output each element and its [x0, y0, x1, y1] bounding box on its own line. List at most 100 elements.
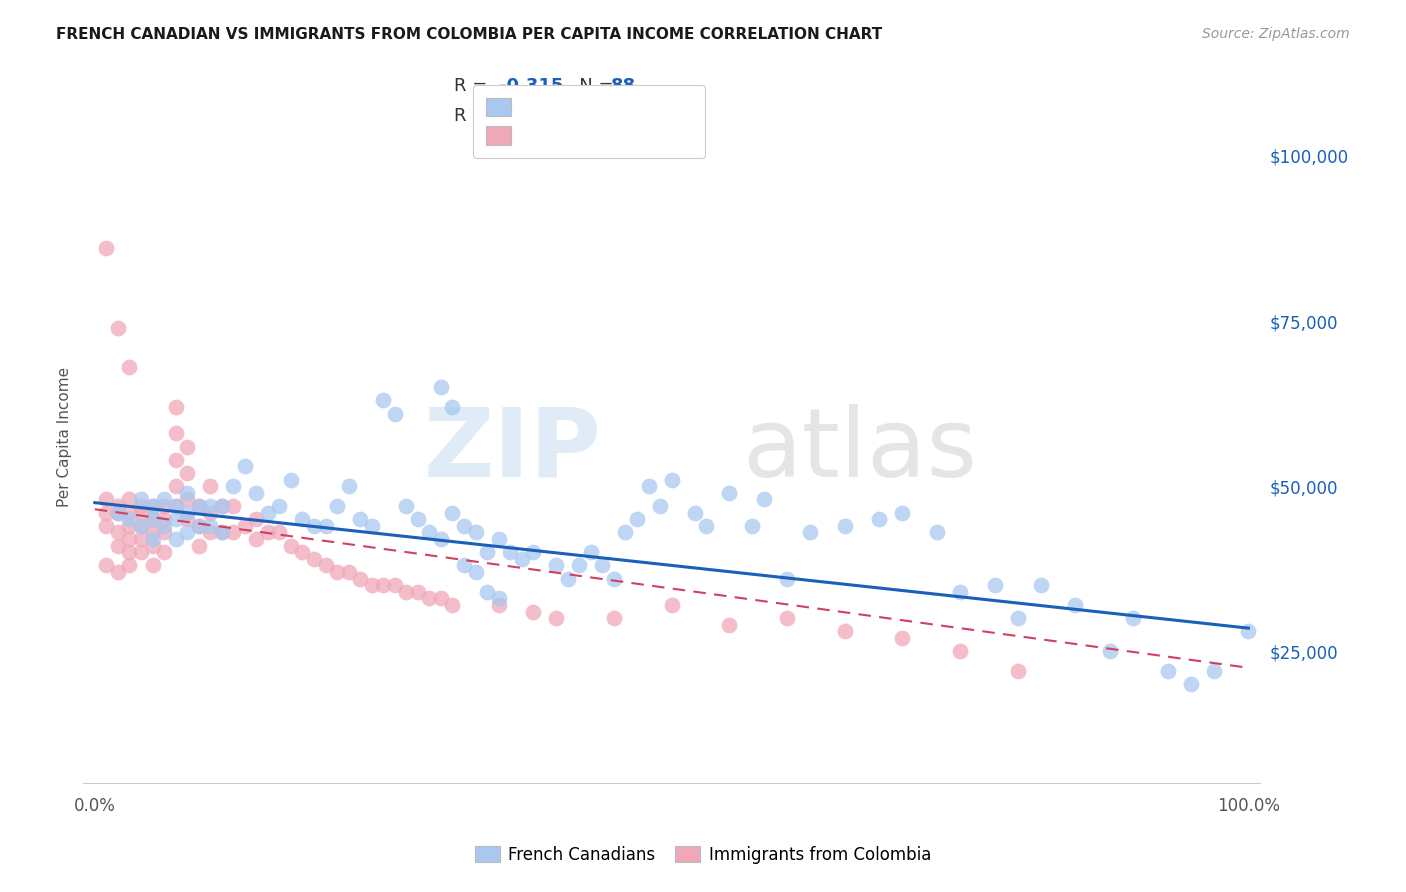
Point	[406, 584, 429, 599]
Point	[557, 572, 579, 586]
Point	[315, 518, 337, 533]
Point	[187, 499, 209, 513]
Point	[107, 525, 129, 540]
Point	[925, 525, 948, 540]
Point	[107, 506, 129, 520]
Point	[741, 518, 763, 533]
Point	[752, 492, 775, 507]
Point	[198, 518, 221, 533]
Text: ZIP: ZIP	[423, 404, 600, 497]
Point	[222, 499, 245, 513]
Point	[96, 558, 118, 573]
Point	[187, 518, 209, 533]
Point	[165, 452, 187, 467]
Point	[695, 518, 717, 533]
Point	[129, 506, 152, 520]
Point	[326, 565, 349, 579]
Point	[211, 525, 233, 540]
Text: FRENCH CANADIAN VS IMMIGRANTS FROM COLOMBIA PER CAPITA INCOME CORRELATION CHART: FRENCH CANADIAN VS IMMIGRANTS FROM COLOM…	[56, 27, 883, 42]
Point	[129, 518, 152, 533]
Point	[395, 499, 418, 513]
Legend: French Canadians, Immigrants from Colombia: French Canadians, Immigrants from Colomb…	[468, 839, 938, 871]
Point	[176, 525, 198, 540]
Point	[280, 473, 302, 487]
Point	[153, 545, 176, 559]
Text: N =: N =	[562, 107, 620, 125]
Point	[118, 545, 141, 559]
Point	[176, 506, 198, 520]
Y-axis label: Per Capita Income: Per Capita Income	[58, 367, 72, 507]
Point	[118, 506, 141, 520]
Point	[718, 485, 741, 500]
Point	[176, 512, 198, 526]
Point	[245, 485, 267, 500]
Point	[1237, 624, 1260, 639]
Point	[176, 485, 198, 500]
Point	[198, 525, 221, 540]
Text: R =: R =	[454, 107, 494, 125]
Point	[614, 525, 637, 540]
Point	[441, 400, 464, 414]
Point	[118, 492, 141, 507]
Point	[165, 532, 187, 546]
Point	[637, 479, 659, 493]
Point	[118, 532, 141, 546]
Point	[799, 525, 821, 540]
Point	[141, 539, 163, 553]
Point	[129, 545, 152, 559]
Point	[1064, 598, 1087, 612]
Point	[430, 532, 453, 546]
Point	[891, 631, 914, 645]
Point	[211, 525, 233, 540]
Point	[291, 545, 314, 559]
Point	[153, 525, 176, 540]
Point	[441, 506, 464, 520]
Point	[384, 578, 406, 592]
Point	[176, 492, 198, 507]
Point	[648, 499, 671, 513]
Point	[302, 551, 325, 566]
Point	[280, 539, 302, 553]
Point	[233, 518, 256, 533]
Point	[96, 492, 118, 507]
Text: atlas: atlas	[742, 404, 977, 497]
Point	[430, 591, 453, 606]
Text: -0.163: -0.163	[499, 107, 562, 125]
Point	[291, 512, 314, 526]
Point	[373, 578, 395, 592]
Point	[165, 499, 187, 513]
Point	[626, 512, 648, 526]
Point	[165, 512, 187, 526]
Point	[165, 400, 187, 414]
Point	[141, 558, 163, 573]
Point	[176, 440, 198, 454]
Legend:                               ,                               : ,	[474, 85, 706, 158]
Point	[129, 499, 152, 513]
Point	[499, 545, 522, 559]
Point	[337, 565, 360, 579]
Point	[983, 578, 1005, 592]
Point	[96, 241, 118, 255]
Point	[488, 598, 510, 612]
Point	[141, 499, 163, 513]
Point	[337, 479, 360, 493]
Point	[1007, 611, 1029, 625]
Point	[488, 532, 510, 546]
Point	[222, 479, 245, 493]
Point	[198, 506, 221, 520]
Point	[464, 565, 486, 579]
Point	[453, 518, 475, 533]
Point	[384, 407, 406, 421]
Point	[661, 473, 683, 487]
Point	[834, 624, 856, 639]
Text: R =: R =	[454, 78, 494, 95]
Text: 82: 82	[610, 107, 636, 125]
Point	[453, 558, 475, 573]
Point	[107, 506, 129, 520]
Point	[141, 512, 163, 526]
Point	[257, 525, 280, 540]
Point	[868, 512, 890, 526]
Point	[153, 492, 176, 507]
Text: 88: 88	[610, 78, 636, 95]
Point	[118, 558, 141, 573]
